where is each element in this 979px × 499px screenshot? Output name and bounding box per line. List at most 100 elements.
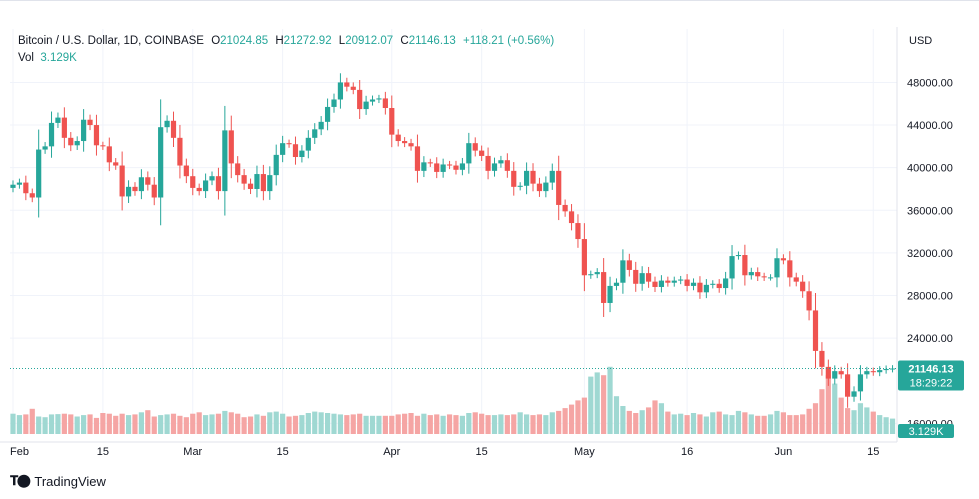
candle-body <box>588 274 594 276</box>
volume-bar <box>819 389 825 434</box>
x-tick-label: 15 <box>97 446 109 458</box>
volume-bar <box>183 417 189 434</box>
volume-bar <box>703 416 709 434</box>
candle-body <box>761 276 767 278</box>
candle-body <box>145 177 151 185</box>
y-tick-label: 28000.00 <box>907 291 953 303</box>
countdown-label: 18:29:22 <box>910 378 953 390</box>
volume-bar <box>203 415 209 434</box>
y-tick-label: 36000.00 <box>907 205 953 217</box>
volume-bar <box>498 414 504 434</box>
volume-bar <box>344 415 350 434</box>
volume-bar <box>350 414 356 434</box>
candle-body <box>421 162 427 171</box>
volume-bar <box>100 413 106 434</box>
volume-bar <box>633 413 639 434</box>
volume-bar <box>389 415 395 434</box>
candle-body <box>125 186 132 197</box>
candle-body <box>729 256 735 279</box>
candle-body <box>247 183 254 189</box>
candle-body <box>106 146 112 163</box>
candle-body <box>568 211 575 224</box>
ohlc-legend: Bitcoin / U.S. Dollar, 1D, COINBASE O210… <box>18 35 558 47</box>
volume-bar <box>697 414 703 434</box>
candle-body <box>241 175 247 184</box>
candle-body <box>780 258 786 261</box>
candle-body <box>29 193 35 198</box>
x-tick-label: 15 <box>867 446 879 458</box>
candle-body <box>812 310 819 351</box>
volume-bar <box>228 412 234 434</box>
candle-body <box>530 170 536 184</box>
candle-body <box>132 186 138 192</box>
volume-bar <box>222 410 228 434</box>
candle-body <box>581 239 587 276</box>
last-price-label: 21146.13 <box>908 364 953 376</box>
volume-bar <box>318 412 324 434</box>
volume-bar <box>588 376 594 434</box>
volume-bar <box>851 410 857 434</box>
candle-body <box>671 280 677 283</box>
candle-body <box>222 130 228 192</box>
candle-body <box>626 260 632 270</box>
candle-body <box>517 185 523 187</box>
candle-body <box>633 269 639 284</box>
volume-bar <box>742 412 748 434</box>
volume-bar <box>748 414 754 434</box>
candle-body <box>504 160 510 171</box>
candle-body <box>889 368 896 370</box>
volume-bar <box>857 403 864 434</box>
volume-bar <box>305 413 311 434</box>
volume-bar <box>440 415 446 434</box>
candle-body <box>55 117 61 123</box>
candle-body <box>774 258 780 278</box>
candle-body <box>735 255 742 257</box>
candle-body <box>68 137 74 146</box>
candle-body <box>363 101 369 110</box>
candle-body <box>787 260 793 278</box>
candle-body <box>825 366 831 379</box>
x-tick-label: 15 <box>277 446 289 458</box>
candle-body <box>267 175 273 192</box>
volume-legend: Vol 3.129K <box>18 52 77 64</box>
candle-body <box>607 285 613 303</box>
candle-body <box>601 272 607 303</box>
volume-bar <box>864 407 870 434</box>
candle-body <box>138 177 144 192</box>
volume-bar <box>260 415 266 434</box>
x-tick-label: Mar <box>183 446 202 458</box>
volume-bar <box>446 414 453 434</box>
candle-body <box>562 204 568 212</box>
volume-bar <box>716 411 722 434</box>
volume-value: 3.129K <box>40 52 77 64</box>
candle-body <box>652 281 658 287</box>
candle-body <box>857 374 864 392</box>
candle-body <box>870 371 876 373</box>
volume-bar <box>793 415 799 434</box>
candle-body <box>369 99 376 102</box>
volume-bar <box>357 413 363 434</box>
candle-body <box>299 150 305 158</box>
candle-body <box>286 143 292 145</box>
candle-body <box>427 162 433 164</box>
volume-bar <box>735 410 742 434</box>
candle-body <box>254 174 260 189</box>
volume-bar <box>74 416 80 434</box>
x-tick-label: 15 <box>476 446 488 458</box>
candle-body <box>524 170 530 186</box>
candle-body <box>209 176 215 181</box>
candle-body <box>74 141 80 146</box>
candle-body <box>620 260 626 283</box>
volume-bar <box>832 383 838 434</box>
volume-bar <box>671 414 677 434</box>
y-tick-label: 44000.00 <box>907 120 953 132</box>
volume-bar <box>337 414 344 434</box>
candle-body <box>845 374 851 397</box>
candle-body <box>883 369 889 371</box>
volume-bar <box>690 413 697 434</box>
volume-bar <box>113 415 119 434</box>
last-volume-badge <box>898 424 954 438</box>
tradingview-brand[interactable]: 𝐓⬤ TradingView <box>10 473 106 489</box>
